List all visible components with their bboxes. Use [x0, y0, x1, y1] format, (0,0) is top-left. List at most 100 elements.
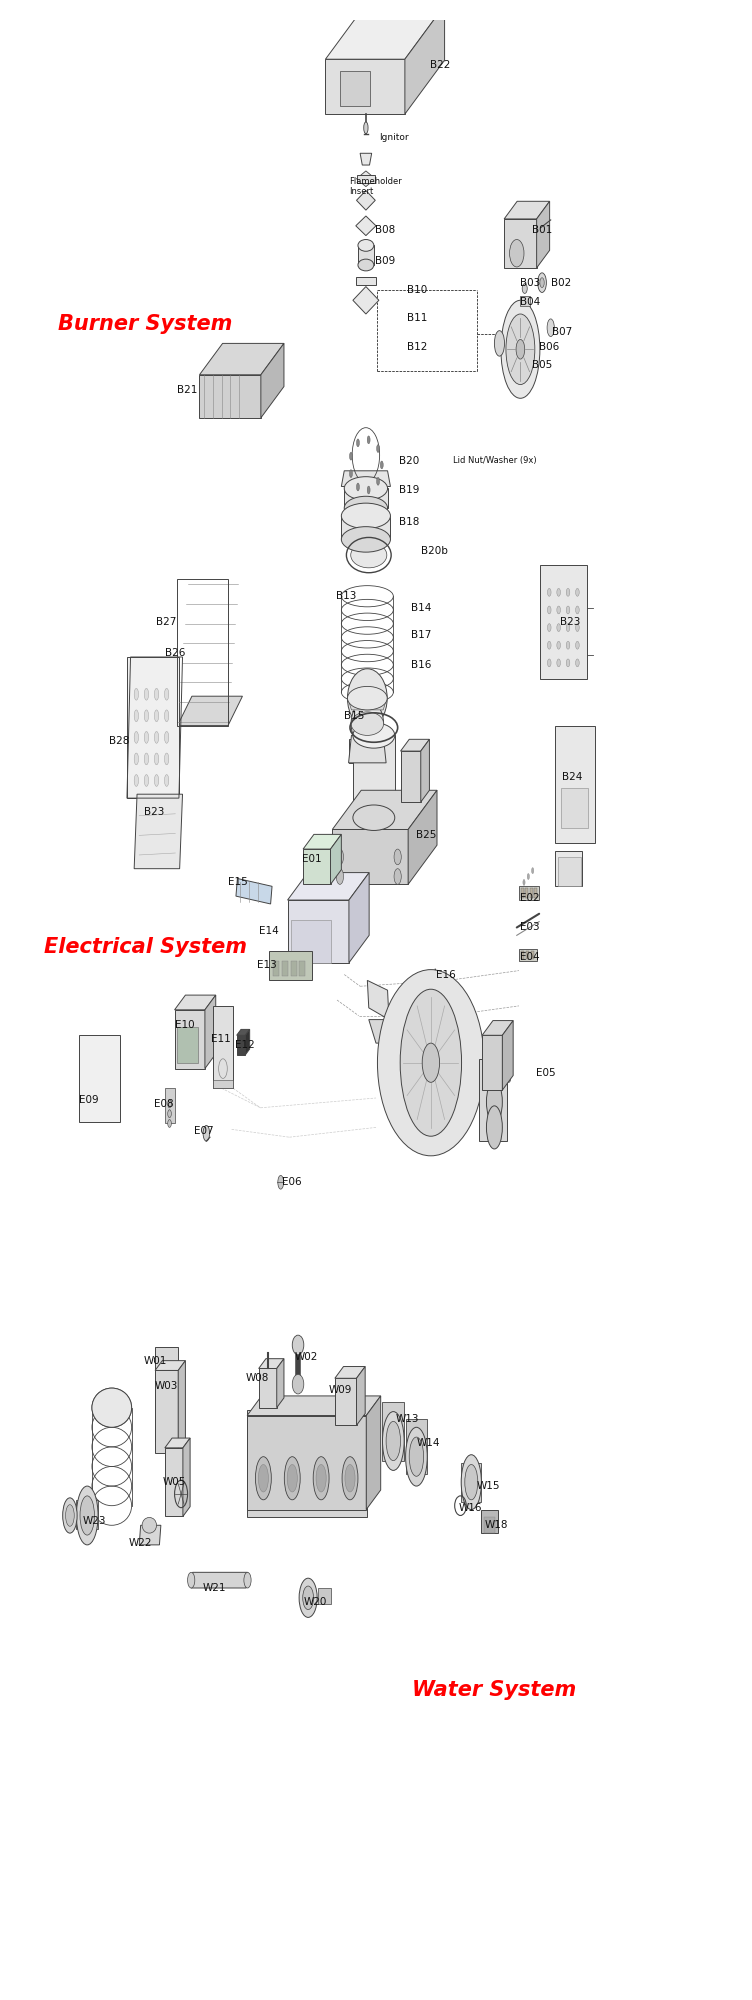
Ellipse shape	[293, 1336, 304, 1354]
Polygon shape	[303, 834, 341, 850]
Polygon shape	[335, 1366, 365, 1378]
Polygon shape	[174, 1010, 205, 1068]
Bar	[78, 1036, 120, 1122]
Bar	[318, 1588, 331, 1604]
Ellipse shape	[165, 710, 168, 722]
Bar	[127, 658, 179, 798]
Ellipse shape	[277, 1176, 284, 1190]
Ellipse shape	[506, 314, 535, 384]
Ellipse shape	[154, 774, 159, 786]
Ellipse shape	[134, 754, 138, 764]
Bar	[555, 852, 583, 886]
Ellipse shape	[465, 1464, 478, 1500]
Text: B24: B24	[562, 772, 582, 782]
Polygon shape	[165, 1448, 183, 1516]
Text: B07: B07	[552, 326, 572, 336]
Text: W22: W22	[129, 1538, 153, 1548]
Ellipse shape	[287, 1464, 297, 1492]
Ellipse shape	[134, 732, 138, 744]
Text: B11: B11	[407, 312, 427, 322]
Ellipse shape	[92, 1388, 132, 1428]
Ellipse shape	[377, 478, 380, 486]
Bar	[299, 960, 305, 976]
Text: B23: B23	[560, 616, 581, 626]
Text: E06: E06	[282, 1178, 302, 1188]
Text: B08: B08	[374, 224, 395, 234]
Text: B03: B03	[520, 278, 541, 288]
Ellipse shape	[313, 1456, 329, 1500]
Polygon shape	[199, 374, 261, 418]
Bar	[155, 1346, 178, 1440]
Bar	[349, 740, 385, 762]
Polygon shape	[357, 174, 375, 182]
Polygon shape	[155, 1370, 178, 1452]
Ellipse shape	[566, 606, 570, 614]
Ellipse shape	[293, 1374, 304, 1394]
Ellipse shape	[378, 970, 484, 1156]
Bar	[521, 952, 524, 958]
Text: W14: W14	[417, 1438, 441, 1448]
Ellipse shape	[358, 240, 374, 252]
Ellipse shape	[168, 1120, 171, 1128]
Text: B27: B27	[156, 616, 176, 626]
Polygon shape	[247, 1416, 366, 1510]
Polygon shape	[332, 830, 408, 884]
Text: B14: B14	[411, 604, 431, 612]
Text: B16: B16	[411, 660, 431, 670]
Ellipse shape	[353, 722, 395, 748]
Text: Lid Nut/Washer (9x): Lid Nut/Washer (9x)	[453, 456, 537, 466]
Polygon shape	[237, 1036, 245, 1054]
Ellipse shape	[144, 688, 149, 700]
Polygon shape	[401, 740, 429, 752]
Text: B20: B20	[399, 456, 420, 466]
Ellipse shape	[422, 1044, 439, 1082]
Ellipse shape	[394, 850, 402, 864]
Ellipse shape	[547, 642, 551, 650]
Ellipse shape	[575, 642, 579, 650]
Text: E15: E15	[228, 878, 247, 888]
Polygon shape	[165, 1438, 190, 1448]
Text: W09: W09	[329, 1386, 353, 1396]
Ellipse shape	[134, 688, 138, 700]
Bar	[353, 736, 395, 818]
Ellipse shape	[547, 318, 554, 336]
Ellipse shape	[575, 624, 579, 632]
Bar	[561, 788, 588, 828]
Text: B02: B02	[551, 278, 572, 288]
Ellipse shape	[344, 476, 387, 500]
Text: E16: E16	[436, 970, 456, 980]
Ellipse shape	[547, 624, 551, 632]
Ellipse shape	[134, 710, 138, 722]
Polygon shape	[405, 6, 444, 114]
Bar	[555, 726, 595, 844]
Text: Flameholder
Insert: Flameholder Insert	[349, 176, 402, 196]
Text: B15: B15	[344, 710, 364, 720]
Ellipse shape	[344, 496, 387, 520]
Bar	[484, 1518, 495, 1534]
Text: E01: E01	[302, 854, 322, 864]
Polygon shape	[331, 834, 341, 884]
Ellipse shape	[356, 484, 359, 490]
Ellipse shape	[381, 462, 384, 468]
Ellipse shape	[377, 444, 380, 452]
Ellipse shape	[353, 804, 395, 830]
Ellipse shape	[347, 668, 387, 728]
Ellipse shape	[556, 658, 560, 666]
Polygon shape	[356, 216, 376, 236]
Bar	[481, 1510, 498, 1534]
Polygon shape	[482, 1036, 502, 1090]
Polygon shape	[353, 286, 379, 314]
Bar	[529, 888, 532, 898]
Ellipse shape	[405, 1428, 427, 1486]
Text: E05: E05	[536, 1068, 556, 1078]
Ellipse shape	[154, 710, 159, 722]
Text: E07: E07	[194, 1126, 214, 1136]
Ellipse shape	[77, 1486, 98, 1544]
Bar	[519, 950, 537, 960]
Ellipse shape	[575, 606, 579, 614]
Bar	[383, 1402, 404, 1460]
Polygon shape	[261, 344, 284, 418]
Bar	[213, 1006, 233, 1088]
Ellipse shape	[516, 340, 525, 360]
Text: E14: E14	[259, 926, 279, 936]
